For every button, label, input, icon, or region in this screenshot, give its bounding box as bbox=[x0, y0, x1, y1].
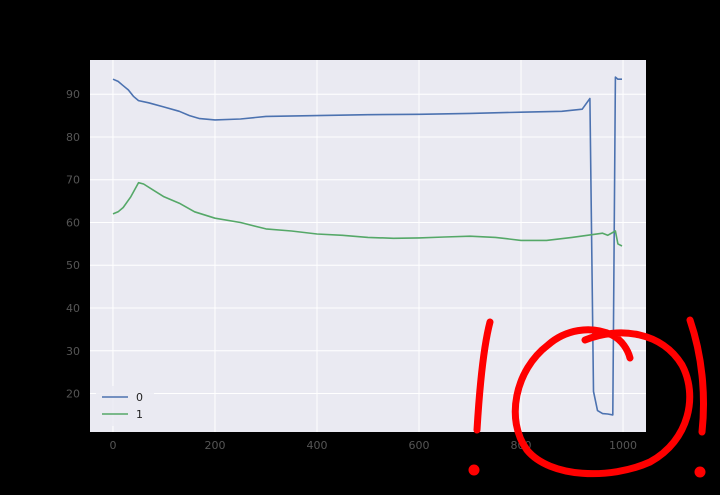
annotation-left-dot bbox=[468, 464, 480, 476]
legend-label-1: 1 bbox=[136, 408, 143, 421]
y-tick-label-30: 30 bbox=[66, 345, 80, 358]
y-tick-label-60: 60 bbox=[66, 216, 80, 229]
y-tick-label-70: 70 bbox=[66, 174, 80, 187]
annotation-right-dot bbox=[694, 466, 706, 478]
series-line-0 bbox=[112, 76, 622, 416]
y-tick-label-40: 40 bbox=[66, 302, 80, 315]
red-hand-drawn-annotation bbox=[468, 316, 707, 478]
annotation-left-bracket bbox=[473, 318, 494, 434]
legend: 0 1 bbox=[96, 386, 154, 426]
annotation-circle bbox=[511, 326, 694, 478]
gridlines bbox=[90, 60, 646, 432]
annotation-right-bracket bbox=[686, 316, 707, 436]
x-tick-label-0: 0 bbox=[109, 439, 116, 452]
y-tick-label-80: 80 bbox=[66, 131, 80, 144]
series-line-1 bbox=[112, 181, 623, 247]
y-tick-label-20: 20 bbox=[66, 388, 80, 401]
x-tick-label-1000: 1000 bbox=[609, 439, 637, 452]
x-tick-label-400: 400 bbox=[306, 439, 327, 452]
x-tick-label-600: 600 bbox=[409, 439, 430, 452]
legend-box bbox=[96, 386, 154, 426]
y-tick-label-50: 50 bbox=[66, 259, 80, 272]
y-tick-label-90: 90 bbox=[66, 88, 80, 101]
legend-label-0: 0 bbox=[136, 391, 143, 404]
x-tick-label-200: 200 bbox=[204, 439, 225, 452]
plot-area bbox=[90, 60, 646, 432]
series-layer bbox=[112, 76, 623, 416]
